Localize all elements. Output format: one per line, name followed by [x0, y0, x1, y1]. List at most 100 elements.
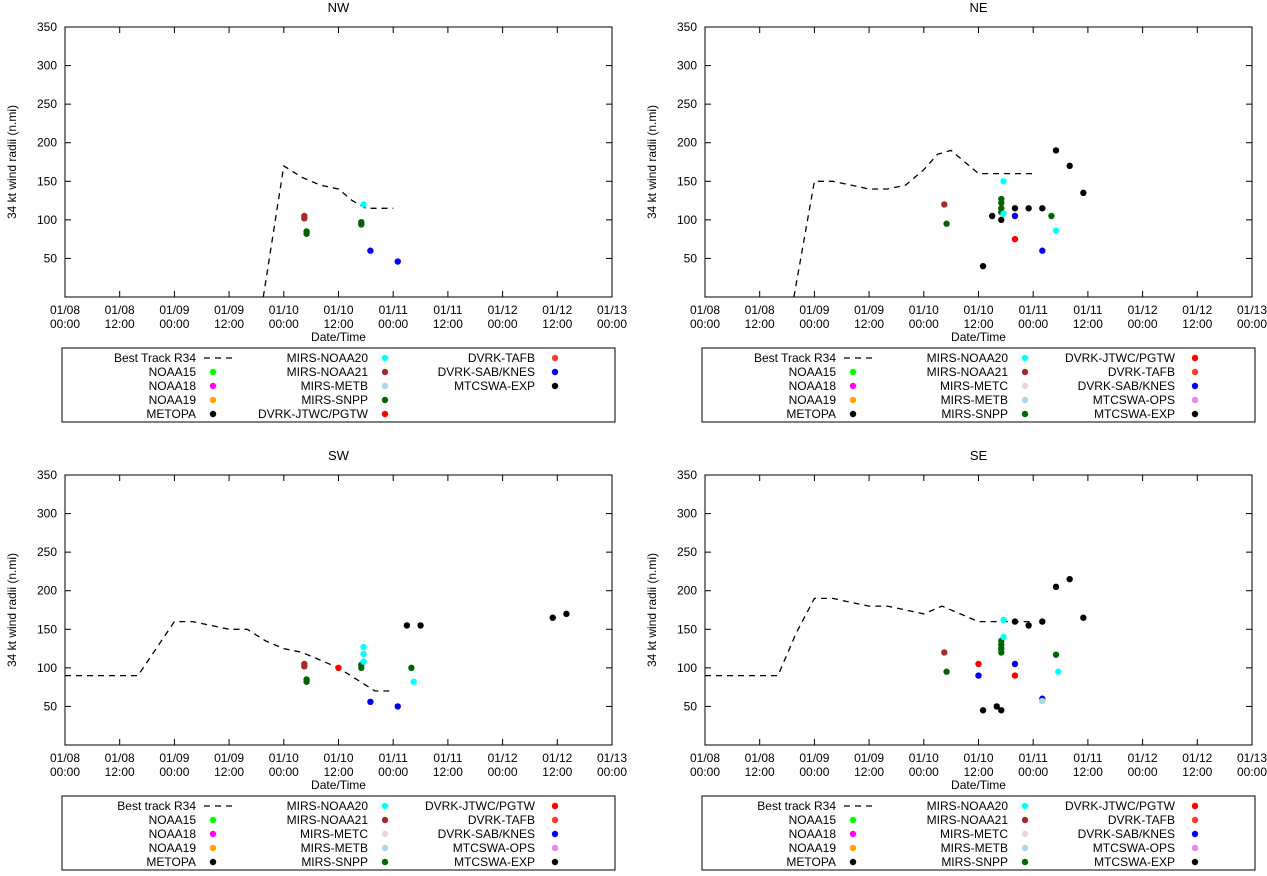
legend-dot-marker: [1021, 802, 1029, 810]
legend-dot-marker: [551, 844, 559, 852]
x-tick-label-date: 01/09: [799, 751, 829, 765]
y-tick-label: 350: [677, 468, 697, 482]
legend-dot-marker: [1191, 830, 1199, 838]
legend-dot-marker: [381, 396, 389, 404]
legend-label: NOAA18: [149, 827, 197, 841]
y-tick-label: 350: [677, 20, 697, 34]
data-point-dvrk-jtwc-pgtw: [975, 660, 982, 668]
x-tick-label-date: 01/12: [1182, 303, 1212, 317]
legend-dot-marker: [849, 830, 857, 838]
y-tick-label: 100: [677, 213, 697, 227]
legend-label: MIRS-NOAA21: [927, 365, 1009, 379]
legend-label: DVRK-SAB/KNES: [1078, 379, 1175, 393]
legend-dot-marker: [1191, 396, 1199, 404]
x-tick-label-time: 00:00: [1018, 317, 1048, 331]
data-point-dvrk-tafb: [1011, 235, 1019, 243]
legend-label: MIRS-SNPP: [301, 393, 368, 407]
data-point-mirs-noaa20: [410, 678, 417, 685]
legend-label: DVRK-TAFB: [1108, 813, 1175, 827]
legend-label: NOAA18: [789, 827, 837, 841]
y-tick-label: 100: [37, 661, 57, 675]
x-tick-label-time: 12:00: [542, 765, 572, 779]
x-tick-label-date: 01/10: [909, 303, 939, 317]
y-tick-label: 50: [684, 699, 698, 713]
data-point-mtcswa-exp: [1066, 575, 1073, 583]
x-tick-label-date: 01/09: [799, 303, 829, 317]
x-tick-label-date: 01/09: [854, 751, 884, 765]
x-tick-label-time: 12:00: [854, 317, 884, 331]
legend-label: NOAA18: [149, 379, 197, 393]
x-tick-label-time: 00:00: [269, 765, 299, 779]
legend-label: NOAA19: [149, 393, 197, 407]
x-tick-label-date: 01/11: [433, 303, 462, 317]
y-tick-label: 150: [37, 174, 57, 188]
data-point-mtcswa-exp: [1066, 162, 1073, 170]
legend-box: [61, 795, 616, 871]
legend-label: MIRS-NOAA21: [927, 813, 1009, 827]
legend-label: DVRK-SAB/KNES: [1078, 827, 1175, 841]
x-axis-label: Date/Time: [311, 330, 366, 344]
legend-dot-marker: [381, 858, 389, 866]
legend-dot-marker: [1021, 816, 1029, 824]
x-tick-label-date: 01/12: [542, 303, 572, 317]
x-tick-label-time: 12:00: [854, 765, 884, 779]
y-axis-label: 34 kt wind radii (n.mi): [5, 105, 19, 219]
legend-label: DVRK-JTWC/PGTW: [425, 799, 536, 813]
data-point-mirs-snpp: [303, 678, 310, 685]
legend-dot-marker: [1021, 830, 1029, 838]
y-tick-label: 250: [677, 97, 697, 111]
x-tick-label-time: 12:00: [323, 765, 353, 779]
x-tick-label-date: 01/09: [854, 303, 884, 317]
legend-dot-marker: [551, 816, 559, 824]
chart-panel-sw: SW 34 kt wind radii (n.mi) 50 100 150 200 250 3…: [5, 448, 627, 871]
legend-label: DVRK-SAB/KNES: [438, 365, 535, 379]
x-tick-label-date: 01/09: [214, 751, 244, 765]
x-tick-label-date: 01/11: [1019, 303, 1048, 317]
legend-label: NOAA15: [149, 813, 197, 827]
x-tick-label-time: 00:00: [378, 317, 408, 331]
x-tick-label-time: 00:00: [488, 765, 518, 779]
y-axis-label: 34 kt wind radii (n.mi): [5, 553, 19, 667]
legend-label: MIRS-SNPP: [941, 855, 1008, 869]
data-point-mtcswa-exp: [1080, 614, 1087, 621]
data-point-mtcswa-exp: [403, 622, 411, 629]
x-tick-label-date: 01/10: [269, 751, 299, 765]
data-point-mtcswa-exp: [1025, 205, 1032, 212]
legend-dot-marker: [209, 858, 217, 866]
data-point-mirs-noaa20: [1055, 668, 1062, 675]
data-point-mtcswa-exp: [563, 610, 570, 618]
legend-dot-marker: [1191, 802, 1199, 810]
legend-dot-marker: [209, 410, 217, 418]
legend-dot-marker: [381, 382, 389, 390]
y-tick-label: 350: [37, 468, 57, 482]
x-tick-label-date: 01/10: [323, 751, 353, 765]
y-tick-label: 100: [37, 213, 57, 227]
x-tick-label-time: 00:00: [690, 317, 720, 331]
legend-dot-marker: [849, 844, 857, 852]
legend-dot-marker: [1021, 396, 1029, 404]
x-tick-label-time: 00:00: [50, 317, 80, 331]
chart-title: NE: [969, 0, 987, 15]
y-tick-label: 50: [44, 699, 58, 713]
x-tick-label-time: 00:00: [1128, 317, 1158, 331]
data-point-mirs-noaa20: [360, 201, 367, 208]
x-tick-label-time: 12:00: [1073, 765, 1103, 779]
legend-label: METOPA: [146, 407, 196, 421]
chart-panel-nw: NW 34 kt wind radii (n.mi) 50 100 150 200 250 3…: [5, 0, 627, 423]
legend-dot-marker: [1021, 858, 1029, 866]
legend-dot-marker: [1021, 410, 1029, 418]
plot-frame: [64, 26, 613, 298]
data-point-mirs-noaa20: [1000, 616, 1007, 624]
legend-dot-marker: [381, 830, 389, 838]
data-point-dvrk-sab-knes: [1011, 660, 1019, 668]
x-tick-label-date: 01/08: [690, 303, 720, 317]
legend-dot-marker: [1021, 382, 1029, 390]
data-point-mirs-noaa21: [301, 663, 308, 670]
x-tick-label-time: 12:00: [1073, 317, 1103, 331]
data-point-mirs-noaa20: [1000, 178, 1007, 185]
data-point-dvrk-sab-knes: [394, 703, 401, 710]
legend-label: DVRK-SAB/KNES: [438, 827, 535, 841]
x-tick-label-time: 00:00: [909, 765, 939, 779]
legend-dot-marker: [849, 368, 857, 376]
